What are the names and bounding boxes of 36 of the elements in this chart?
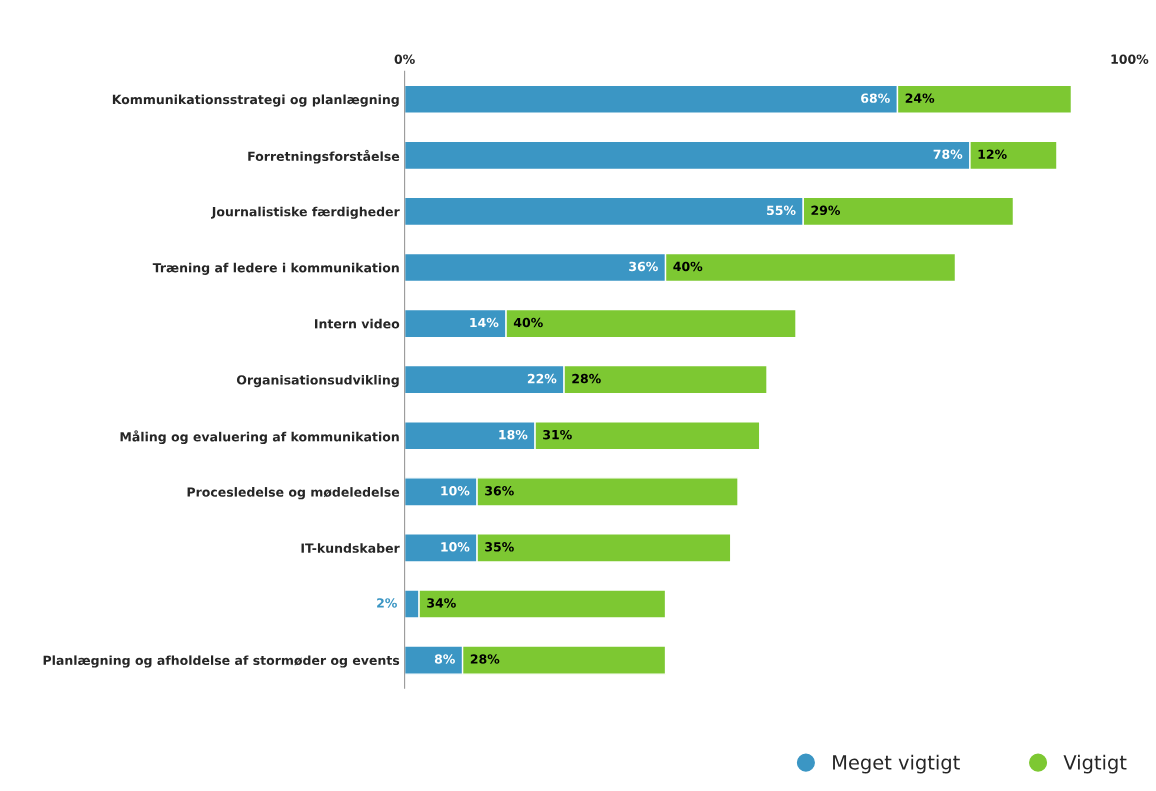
x-tick-label: 0% (394, 54, 415, 64)
legend-label: Meget vigtigt (833, 754, 960, 774)
y-tick-label: Journalistiske færdigheder (211, 206, 400, 219)
data-label: 28% (572, 373, 601, 384)
y-tick-label: IT-kundskaber (301, 543, 400, 553)
data-label: 28% (470, 654, 500, 664)
data-label: 12% (978, 149, 1007, 159)
data-label: 2% (377, 598, 397, 608)
y-tick-label: Måling og evaluering af kommunikation (120, 430, 399, 445)
data-label: 68% (861, 93, 890, 103)
data-label: 55% (767, 205, 796, 216)
y-tick-label: Forretningsforståelse (248, 149, 400, 164)
data-label: 18% (499, 429, 528, 440)
data-label: 31% (543, 429, 572, 440)
data-label: 10% (441, 486, 470, 496)
data-label: 34% (427, 598, 456, 608)
y-tick-label: Procesledelse og mødeledelse (187, 487, 400, 500)
data-label: 22% (527, 373, 557, 384)
data-label: 78% (933, 149, 963, 159)
data-label: 29% (811, 205, 841, 216)
legend-label: Vigtigt (1063, 754, 1127, 774)
x-tick-label: 100% (1111, 54, 1149, 64)
data-label: 10% (441, 542, 470, 552)
y-tick-label: Organisationsudvikling (236, 374, 399, 388)
data-label: 40% (673, 261, 703, 272)
data-label: 40% (513, 317, 543, 328)
data-label: 8% (434, 654, 455, 664)
data-label: 35% (485, 542, 514, 552)
data-label: 36% (629, 261, 658, 272)
y-tick-label: Kommunikationsstrategi og planlægning (112, 94, 399, 107)
y-tick-label: Intern video (315, 318, 400, 329)
y-tick-label: Træning af ledere i kommunikation (152, 262, 399, 275)
data-label: 36% (485, 486, 514, 496)
y-tick-label: Planlægning og afholdelse af stormøder og events (43, 655, 400, 668)
data-label: 14% (470, 317, 499, 328)
data-label: 24% (905, 93, 935, 103)
